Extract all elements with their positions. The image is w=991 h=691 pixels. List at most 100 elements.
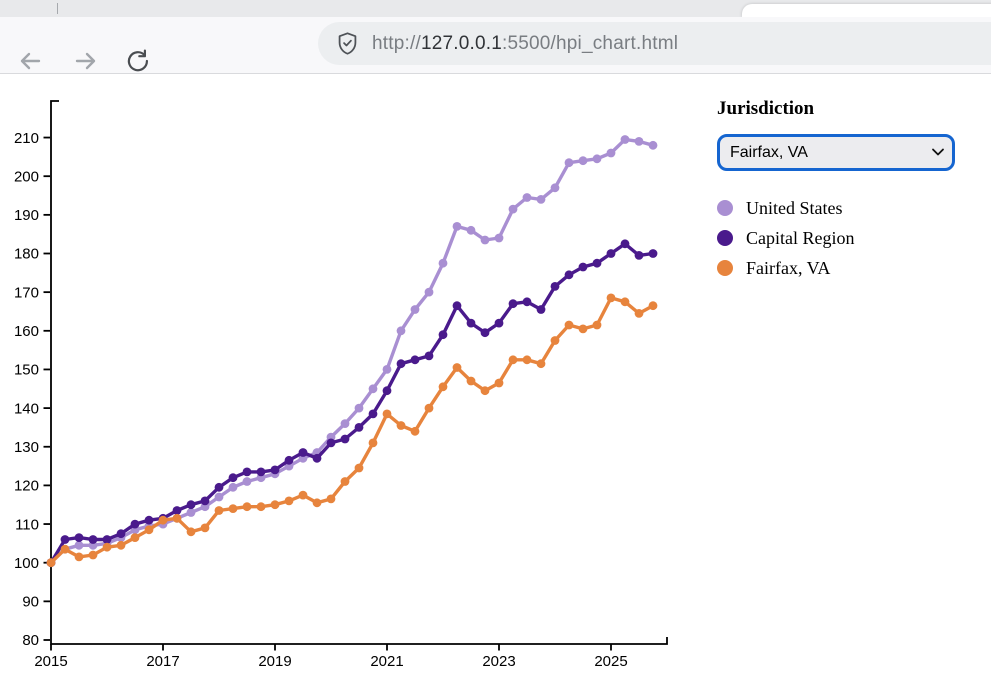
- data-point: [172, 513, 182, 523]
- data-point: [228, 482, 238, 492]
- y-tick-label: 160: [14, 323, 39, 340]
- data-point: [200, 496, 210, 506]
- data-point: [606, 148, 616, 158]
- data-point: [242, 502, 252, 512]
- x-tick-label: 2021: [370, 653, 403, 670]
- series-capital-region: [46, 239, 658, 568]
- url-path: :5500/hpi_chart.html: [501, 32, 679, 54]
- data-point: [578, 262, 588, 272]
- data-point: [326, 438, 336, 448]
- data-point: [634, 251, 644, 260]
- hpi-line-chart: 80 90 100 110 120 130 140 150 160 170 180 190 200 210…: [14, 100, 668, 670]
- page-content: 80 90 100 110 120 130 140 150 160 170 180 190 200 210…: [0, 74, 991, 691]
- series-united-states: [46, 135, 658, 568]
- url-bar[interactable]: http://127.0.0.1:5500/hpi_chart.html: [318, 22, 991, 65]
- url-text: http://127.0.0.1:5500/hpi_chart.html: [372, 33, 678, 55]
- data-point: [620, 239, 630, 249]
- data-point: [396, 421, 406, 430]
- data-point: [242, 467, 252, 477]
- data-point: [480, 328, 490, 338]
- chart-legend: United States Capital Region Fairfax, VA: [717, 193, 979, 283]
- data-point: [550, 282, 560, 291]
- legend-dot-icon: [717, 200, 733, 216]
- data-point: [382, 386, 392, 396]
- y-tick-label: 120: [14, 478, 39, 495]
- data-point: [606, 293, 616, 303]
- data-point: [116, 540, 126, 550]
- browser-toolbar: http://127.0.0.1:5500/hpi_chart.html: [0, 17, 991, 74]
- y-tick-label: 80: [22, 632, 39, 649]
- data-point: [620, 297, 630, 307]
- data-point: [368, 384, 378, 394]
- data-point: [508, 204, 518, 214]
- data-point: [592, 154, 602, 164]
- url-scheme: http://: [372, 32, 421, 54]
- series-line-capital-region: [49, 242, 655, 565]
- data-point: [368, 409, 378, 419]
- data-point: [340, 477, 350, 486]
- data-point: [256, 467, 266, 477]
- tab-divider: [57, 3, 58, 14]
- site-security-shield-icon[interactable]: [335, 31, 360, 56]
- forward-arrow-icon: [75, 52, 96, 70]
- x-tick-label: 2017: [146, 653, 179, 670]
- data-point: [634, 137, 644, 146]
- url-host: 127.0.0.1: [420, 32, 502, 54]
- data-point: [648, 140, 658, 150]
- data-point: [270, 465, 280, 475]
- data-point: [158, 515, 168, 525]
- data-point: [186, 527, 196, 537]
- data-point: [452, 301, 462, 311]
- data-point: [144, 525, 154, 535]
- data-point: [452, 222, 462, 231]
- y-tick-label: 100: [14, 555, 39, 572]
- data-point: [438, 382, 448, 392]
- data-point: [564, 158, 574, 168]
- jurisdiction-select[interactable]: Fairfax, VA: [717, 134, 955, 171]
- data-point: [312, 498, 322, 508]
- data-point: [382, 365, 392, 374]
- data-point: [382, 409, 392, 419]
- data-point: [186, 508, 196, 517]
- data-point: [242, 477, 252, 486]
- data-point: [410, 305, 420, 314]
- data-point: [438, 330, 448, 340]
- data-point: [480, 235, 490, 245]
- reload-button[interactable]: [125, 48, 151, 74]
- data-point: [424, 403, 434, 413]
- data-point: [326, 494, 336, 504]
- y-tick-label: 180: [14, 246, 39, 263]
- forward-button[interactable]: [73, 48, 99, 74]
- data-point: [116, 529, 126, 539]
- y-tick-label: 190: [14, 207, 39, 224]
- x-tick-label: 2023: [482, 653, 515, 670]
- data-point: [172, 506, 182, 515]
- legend-label: United States: [746, 197, 843, 218]
- data-point: [312, 453, 322, 463]
- data-point: [396, 326, 406, 336]
- data-point: [354, 423, 364, 432]
- y-tick-label: 200: [14, 168, 39, 185]
- browser-tab[interactable]: [742, 4, 991, 17]
- data-point: [144, 515, 154, 525]
- data-point: [186, 500, 196, 510]
- data-point: [74, 552, 84, 562]
- x-tick-label: 2019: [258, 653, 291, 670]
- data-point: [438, 258, 448, 268]
- back-button[interactable]: [17, 48, 43, 74]
- y-tick-label: 140: [14, 400, 39, 417]
- data-point: [508, 355, 518, 365]
- legend-dot-icon: [717, 230, 733, 246]
- reload-icon: [127, 49, 149, 72]
- data-point: [284, 455, 294, 465]
- data-point: [102, 535, 112, 544]
- data-point: [606, 249, 616, 258]
- data-point: [200, 523, 210, 533]
- data-point: [508, 299, 518, 309]
- data-point: [466, 225, 476, 235]
- data-point: [480, 386, 490, 396]
- data-point: [368, 438, 378, 448]
- data-point: [592, 320, 602, 330]
- y-tick-label: 170: [14, 284, 39, 301]
- data-point: [88, 550, 98, 560]
